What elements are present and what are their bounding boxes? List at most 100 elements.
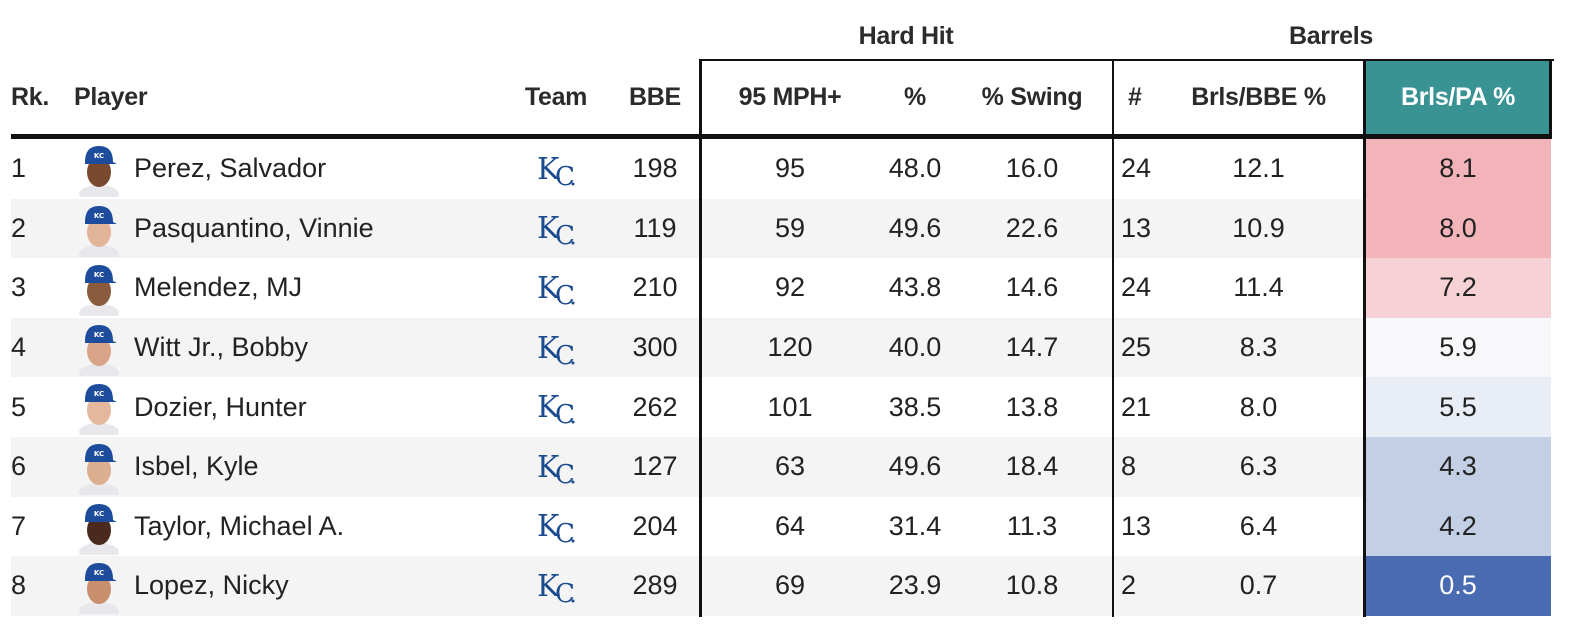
leaderboard-table: Hard Hit Barrels Rk. Player Team BBE 95 …	[11, 0, 1554, 621]
col-header-hard-hit-swing[interactable]: % Swing	[981, 82, 1083, 111]
svg-text:C: C	[555, 162, 575, 187]
cell-barrels-count: 13	[1121, 212, 1152, 243]
col-header-barrels-per-pa[interactable]: Brls/PA %	[1365, 60, 1551, 134]
svg-text:C: C	[555, 400, 575, 425]
cell-barrels-per-pa: 4.3	[1365, 437, 1551, 497]
cell-barrels-per-bbe: 6.4	[1239, 510, 1278, 541]
cell-hard-hit-swing: 13.8	[1005, 391, 1059, 422]
cell-barrels-per-bbe: 11.4	[1233, 272, 1284, 303]
svg-text:KC: KC	[94, 152, 104, 160]
cell-hard-hit-swing: 22.6	[1005, 212, 1059, 243]
cell-bbe: 262	[632, 391, 678, 422]
svg-text:KC: KC	[94, 331, 104, 339]
cell-hard-hit-swing: 18.4	[1005, 451, 1059, 482]
table-row[interactable]: KC K C 8 Lopez, Nicky 289 69 23.9 10.8 2 0.7 0.5	[11, 556, 1551, 621]
cell-hard-hit-pct: 31.4	[888, 510, 942, 541]
table-row[interactable]: KC K C 6 Isbel, Kyle 127 63 49.6 18.4 8 6.3 4.3	[11, 437, 1551, 501]
cell-barrels-count: 8	[1121, 451, 1137, 482]
svg-text:K: K	[537, 509, 560, 544]
cell-bbe: 198	[632, 153, 678, 184]
cell-bbe: 300	[632, 332, 678, 363]
svg-text:C: C	[555, 460, 575, 485]
table-row[interactable]: KC K C 3 Melendez, MJ 210 92 43.8 14.6 24 11.4 7.2	[11, 258, 1551, 323]
table-row[interactable]: KC K C 4 Witt Jr., Bobby 300 120 40.0 14.7 25 8.3 5…	[11, 317, 1551, 382]
cell-rank: 7	[11, 510, 27, 541]
col-header-rank[interactable]: Rk.	[11, 82, 50, 111]
table-row[interactable]: KC K C 5 Dozier, Hunter 262 101 38.5 13.8 21 8.0 5.…	[11, 377, 1551, 442]
cell-barrels-per-bbe: 12.1	[1232, 153, 1285, 184]
svg-text:C: C	[555, 281, 575, 306]
cell-barrels-per-bbe: 0.7	[1239, 570, 1278, 601]
cell-rank: 1	[11, 153, 27, 184]
cell-player[interactable]: Witt Jr., Bobby	[134, 332, 309, 363]
player-headshot: KC	[77, 202, 121, 263]
col-header-hard-hit-95[interactable]: 95 MPH+	[738, 82, 842, 111]
svg-text:C: C	[555, 579, 575, 604]
cell-hard-hit-swing: 16.0	[1005, 153, 1059, 184]
cell-barrels-per-bbe: 8.0	[1239, 391, 1278, 422]
cell-barrels-per-pa: 8.1	[1365, 139, 1551, 199]
svg-text:K: K	[537, 271, 560, 306]
svg-text:K: K	[537, 569, 560, 604]
cell-barrels-per-bbe: 8.3	[1239, 332, 1278, 363]
cell-player[interactable]: Melendez, MJ	[134, 272, 303, 303]
table-row[interactable]: KC K C 2 Pasquantino, Vinnie 119 59 49.6 22.6 13 1…	[11, 198, 1551, 263]
cell-hard-hit-pct: 38.5	[888, 391, 942, 422]
column-header-row: Rk. Player Team BBE 95 MPH+ % % Swing # …	[11, 60, 1551, 134]
svg-text:C: C	[555, 519, 575, 544]
highlight-right-border	[1549, 59, 1552, 139]
svg-text:K: K	[537, 331, 560, 366]
cell-hard-hit-95: 64	[774, 510, 806, 541]
svg-text:K: K	[537, 211, 560, 246]
cell-hard-hit-swing: 14.7	[1005, 332, 1059, 363]
player-headshot: KC	[77, 440, 121, 501]
player-headshot: KC	[77, 261, 121, 323]
cell-hard-hit-95: 59	[774, 212, 806, 243]
player-headshot: KC	[77, 380, 121, 442]
cell-player[interactable]: Pasquantino, Vinnie	[134, 212, 374, 243]
cell-barrels-count: 24	[1121, 272, 1152, 303]
svg-text:KC: KC	[94, 569, 104, 577]
cell-bbe: 119	[633, 212, 677, 243]
cell-barrels-per-bbe: 10.9	[1232, 212, 1285, 243]
col-header-bbe[interactable]: BBE	[629, 82, 681, 111]
cell-rank: 3	[11, 272, 27, 303]
player-headshot: KC	[77, 321, 121, 382]
col-header-barrels-per-bbe[interactable]: Brls/BBE %	[1191, 82, 1326, 111]
cell-hard-hit-pct: 48.0	[888, 153, 942, 184]
svg-text:KC: KC	[94, 212, 104, 220]
cell-player[interactable]: Taylor, Michael A.	[134, 510, 345, 541]
svg-text:K: K	[537, 450, 560, 485]
cell-player[interactable]: Dozier, Hunter	[134, 391, 307, 422]
table-row[interactable]: KC K C 1 Perez, Salvador 198 95 48.0 16.0 24 12.1 8…	[11, 139, 1551, 203]
cell-player[interactable]: Lopez, Nicky	[134, 570, 289, 601]
col-header-team[interactable]: Team	[524, 82, 588, 111]
highlight-left-border	[1363, 59, 1366, 617]
cell-barrels-per-pa: 4.2	[1365, 496, 1551, 557]
cell-barrels-count: 13	[1121, 510, 1152, 541]
table-row[interactable]: KC K C 7 Taylor, Michael A. 204 64 31.4 11.3 13 6.…	[11, 496, 1551, 561]
cell-bbe: 204	[632, 510, 678, 541]
svg-text:KC: KC	[94, 510, 104, 518]
col-header-hard-hit-pct[interactable]: %	[904, 82, 926, 111]
group-barrels: Barrels	[1288, 22, 1374, 50]
cell-bbe: 127	[632, 451, 678, 482]
hard-hit-left-border	[699, 59, 702, 617]
cell-hard-hit-95: 69	[774, 570, 806, 601]
cell-player[interactable]: Perez, Salvador	[134, 153, 327, 184]
cell-hard-hit-pct: 40.0	[888, 332, 942, 363]
cell-player[interactable]: Isbel, Kyle	[134, 451, 259, 482]
col-header-player[interactable]: Player	[74, 82, 148, 111]
cell-barrels-per-pa: 5.5	[1365, 377, 1551, 437]
cell-hard-hit-95: 63	[774, 451, 806, 482]
cell-barrels-count: 21	[1121, 391, 1152, 422]
cell-hard-hit-pct: 23.9	[888, 570, 942, 601]
cell-rank: 8	[11, 570, 27, 601]
cell-barrels-count: 24	[1121, 153, 1152, 184]
col-header-barrels-count[interactable]: #	[1128, 82, 1142, 111]
cell-rank: 2	[11, 212, 27, 243]
